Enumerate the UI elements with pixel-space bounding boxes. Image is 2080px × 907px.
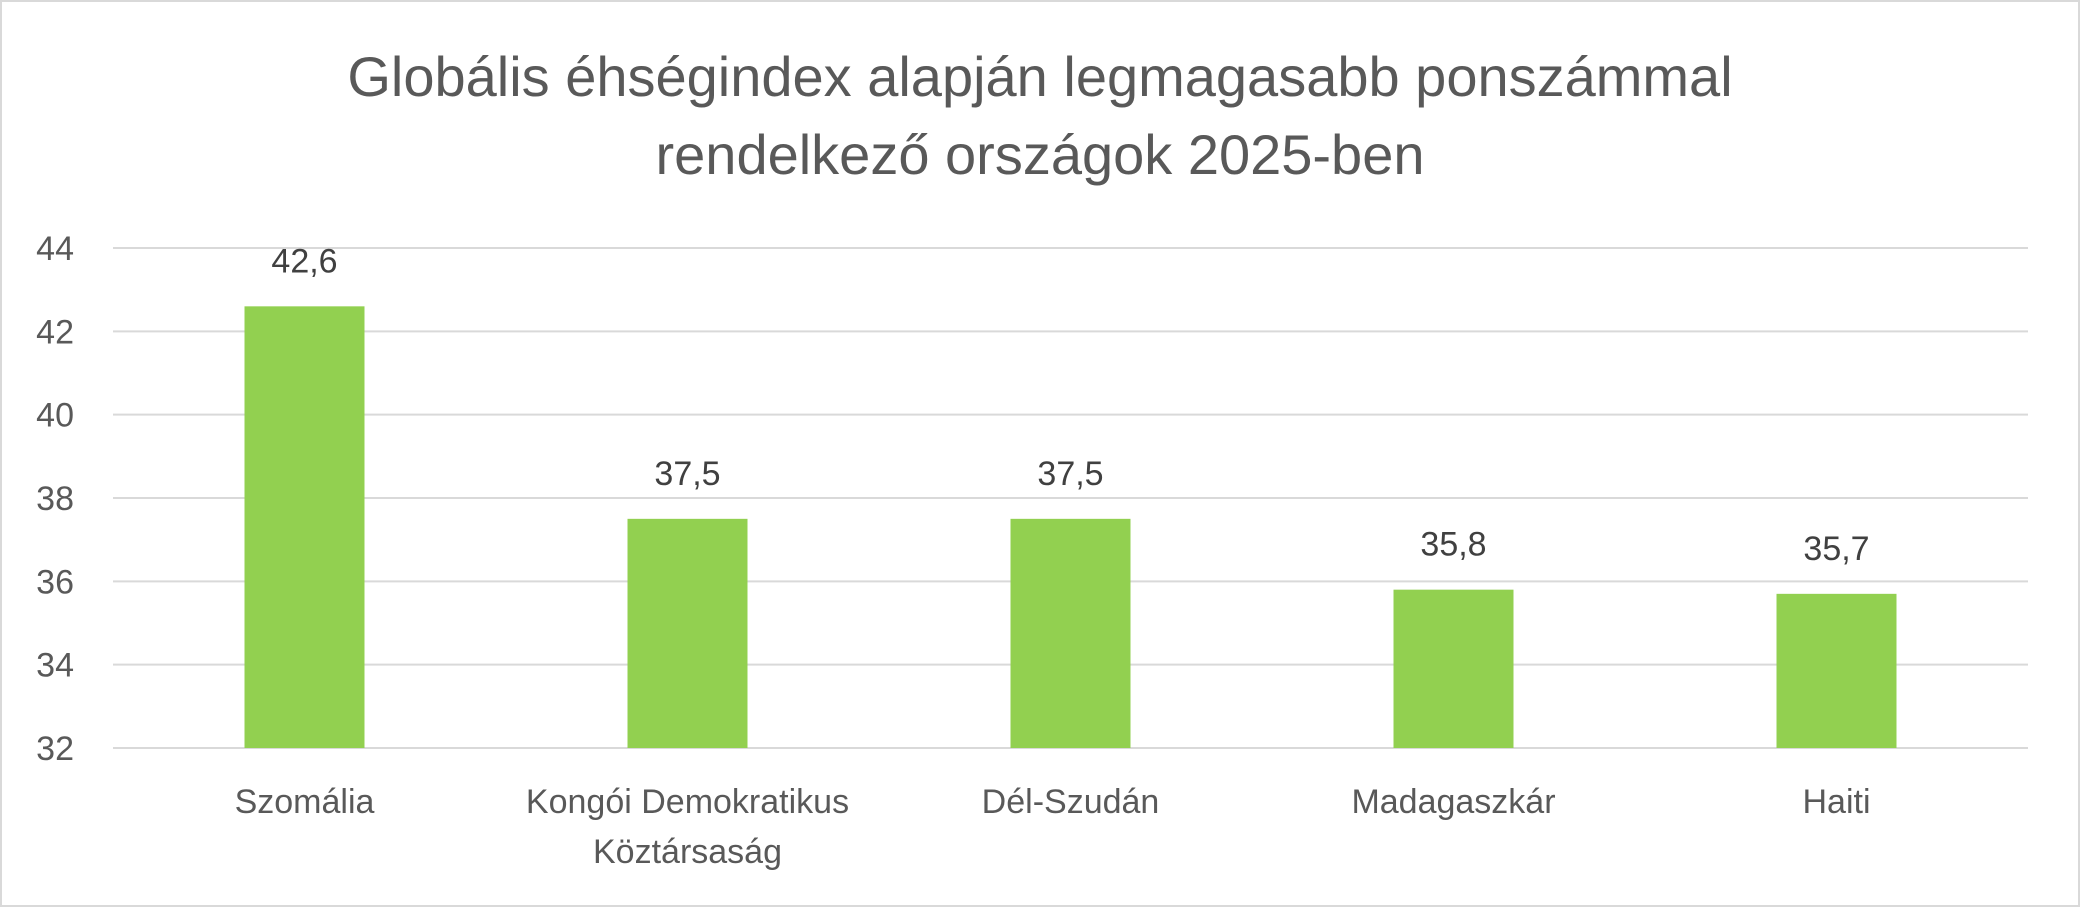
bar-3	[1393, 589, 1514, 748]
y-tick-label: 34	[36, 647, 74, 685]
data-label-1: 37,5	[654, 455, 720, 493]
data-label-2: 37,5	[1037, 455, 1103, 493]
chart-title-line-2: rendelkező országok 2025-ben	[655, 123, 1425, 186]
data-labels: 42,6 37,5 37,5 35,8 35,7	[271, 242, 1869, 567]
bar-4	[1776, 593, 1897, 748]
y-tick-label: 36	[36, 563, 74, 601]
x-tick-label-4: Haiti	[1802, 783, 1870, 821]
x-tick-label-3: Madagaszkár	[1351, 783, 1555, 821]
y-tick-label: 42	[36, 313, 74, 351]
y-tick-label: 44	[36, 230, 74, 268]
x-tick-label-2: Dél-Szudán	[982, 783, 1160, 821]
bar-0	[244, 306, 365, 748]
data-label-4: 35,7	[1803, 530, 1869, 568]
y-tick-label: 32	[36, 730, 74, 768]
x-tick-label-1: Köztársaság	[593, 833, 782, 871]
y-axis-ticks: 32 34 36 38 40 42 44	[36, 230, 74, 768]
x-axis-labels: Szomália Kongói Demokratikus Köztársaság Dé…	[235, 783, 1871, 871]
x-tick-label-1: Kongói Demokratikus	[526, 783, 849, 821]
chart-title: Globális éhségindex alapján legmagasabb …	[0, 38, 2080, 194]
bar-2	[1010, 518, 1131, 748]
y-tick-label: 38	[36, 480, 74, 518]
bars	[244, 306, 1897, 748]
data-label-0: 42,6	[271, 242, 337, 280]
x-tick-label-0: Szomália	[235, 783, 375, 821]
data-label-3: 35,8	[1420, 526, 1486, 564]
y-tick-label: 40	[36, 397, 74, 435]
chart-title-line-1: Globális éhségindex alapján legmagasabb …	[347, 45, 1733, 108]
bar-1	[627, 518, 748, 748]
